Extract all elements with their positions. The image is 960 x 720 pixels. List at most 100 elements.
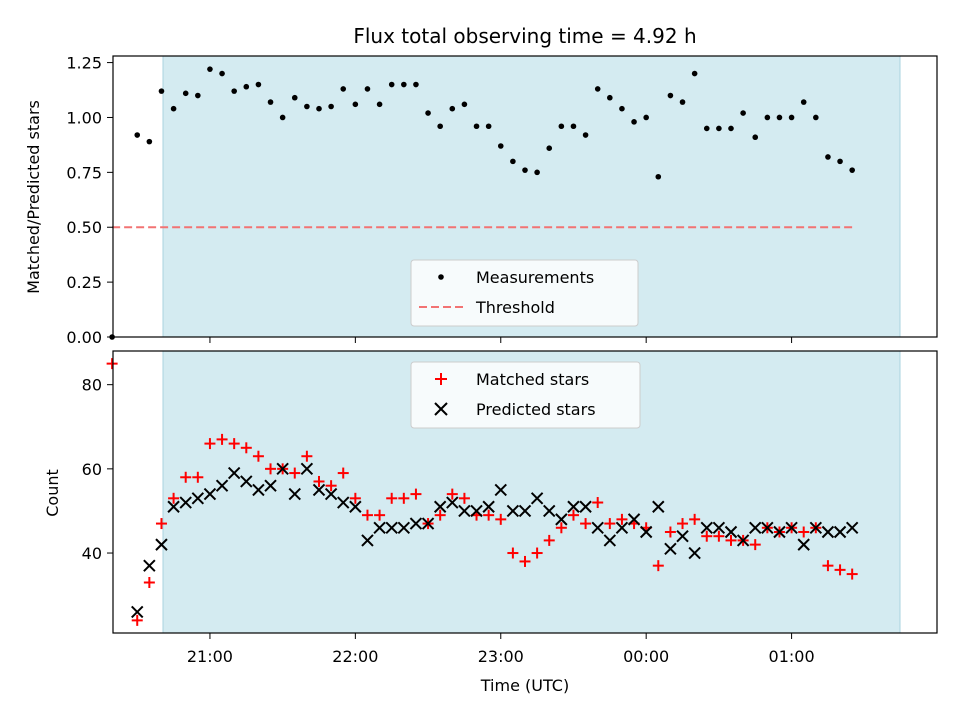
predicted-star-point bbox=[240, 475, 253, 488]
bottom-y-tick-label: 60 bbox=[82, 460, 102, 479]
legend-measurements-label: Measurements bbox=[476, 268, 594, 287]
measurement-point bbox=[485, 123, 492, 130]
predicted-star-point bbox=[627, 513, 641, 526]
predicted-star-point bbox=[639, 525, 653, 539]
predicted-star-point bbox=[288, 487, 301, 501]
predicted-star-point bbox=[567, 500, 580, 513]
predicted-star-point bbox=[785, 521, 798, 534]
predicted-star-point bbox=[809, 521, 823, 534]
matched-star-point bbox=[664, 526, 676, 538]
matched-star-point bbox=[495, 513, 507, 525]
predicted-x-b bbox=[761, 521, 774, 534]
measurement-point bbox=[219, 70, 225, 77]
predicted-star-point bbox=[543, 504, 556, 518]
measurement-point bbox=[291, 94, 298, 101]
predicted-star-point bbox=[676, 529, 689, 543]
matched-star-point bbox=[106, 358, 118, 370]
bottom-y-axis-label: Count bbox=[43, 469, 62, 517]
measurement-point bbox=[413, 81, 419, 88]
top-x-ticks bbox=[209, 337, 793, 343]
predicted-star-point bbox=[833, 525, 847, 539]
predicted-x-b bbox=[215, 479, 229, 492]
measurement-point bbox=[158, 88, 165, 94]
predicted-x-b bbox=[724, 525, 738, 539]
predicted-x-b bbox=[555, 513, 568, 526]
predicted-x-b bbox=[433, 500, 447, 513]
measurement-point bbox=[570, 123, 577, 130]
matched-star-point bbox=[543, 534, 555, 546]
matched-star-point bbox=[155, 518, 167, 530]
predicted-star-point bbox=[579, 500, 592, 513]
predicted-x-b bbox=[361, 534, 374, 547]
measurement-point bbox=[849, 167, 855, 173]
x-tick-label: 22:00 bbox=[332, 647, 378, 666]
matched-star-point bbox=[325, 480, 337, 492]
matched-star-point bbox=[701, 530, 713, 542]
measurement-point bbox=[182, 90, 189, 97]
top-y-tick-label: 0.75 bbox=[66, 163, 102, 182]
matched-star-point bbox=[434, 509, 446, 521]
predicted-star-point bbox=[397, 521, 411, 534]
predicted-x-b bbox=[373, 521, 386, 534]
measurement-point bbox=[328, 103, 334, 110]
matched-star-point bbox=[240, 442, 252, 454]
matched-star-point bbox=[580, 518, 592, 530]
predicted-x-b bbox=[652, 500, 665, 513]
measurement-point bbox=[352, 101, 359, 108]
bottom-y-axis: 40 60 80 bbox=[82, 376, 113, 563]
measurement-point bbox=[134, 132, 141, 138]
predicted-star-point bbox=[155, 538, 168, 551]
matched-star-point bbox=[289, 467, 301, 479]
predicted-star-point bbox=[300, 462, 314, 476]
bottom-panel: 40 60 80 21:00 22:00 23:00 00:00 01:00 Count T… bbox=[43, 350, 938, 695]
predicted-star-point bbox=[252, 483, 265, 497]
predicted-star-point bbox=[131, 605, 144, 619]
predicted-x-b bbox=[494, 483, 507, 497]
measurement-point bbox=[558, 123, 565, 130]
measurement-point bbox=[437, 123, 443, 130]
x-tick-label: 23:00 bbox=[478, 647, 524, 666]
predicted-star-point bbox=[276, 462, 289, 476]
predicted-x-b bbox=[240, 475, 253, 488]
measurement-point bbox=[813, 114, 819, 121]
matched-star-point bbox=[846, 568, 858, 580]
predicted-star-point bbox=[203, 487, 217, 501]
matched-star-point bbox=[265, 463, 277, 475]
matched-star-point bbox=[301, 450, 313, 462]
predicted-x-b bbox=[809, 521, 823, 534]
predicted-x-b bbox=[167, 500, 180, 513]
top-y-tick-label: 1.00 bbox=[66, 108, 102, 127]
predicted-x-b bbox=[227, 466, 241, 480]
predicted-star-point bbox=[227, 466, 241, 480]
predicted-x-b bbox=[482, 500, 495, 513]
matched-star-point bbox=[567, 509, 579, 521]
bottom-y-tick-label: 80 bbox=[82, 376, 102, 395]
predicted-star-point bbox=[324, 487, 338, 501]
matched-star-point bbox=[216, 433, 228, 445]
predicted-x-b bbox=[712, 521, 726, 534]
matched-star-point bbox=[616, 513, 628, 525]
measurement-point bbox=[146, 138, 153, 145]
matched-star-point bbox=[725, 534, 737, 546]
predicted-star-point bbox=[688, 546, 701, 560]
measurement-point bbox=[582, 132, 589, 138]
measurement-point bbox=[449, 105, 456, 112]
predicted-x-b bbox=[749, 521, 762, 534]
legend-predicted-marker bbox=[434, 402, 448, 416]
predicted-star-point bbox=[591, 521, 604, 534]
measurement-point bbox=[703, 125, 710, 132]
predicted-star-point bbox=[821, 525, 835, 539]
predicted-x-b bbox=[470, 504, 483, 518]
matched-star-point bbox=[361, 509, 373, 521]
measurement-point bbox=[401, 81, 407, 88]
predicted-star-point bbox=[385, 521, 398, 534]
measurement-point bbox=[546, 145, 553, 152]
predicted-x-b bbox=[421, 517, 435, 530]
measurement-point bbox=[667, 92, 674, 99]
measurement-point bbox=[655, 173, 662, 180]
measurement-point bbox=[340, 86, 347, 92]
predicted-star-point bbox=[712, 521, 726, 534]
matched-star-point bbox=[483, 509, 495, 521]
matched-star-point bbox=[749, 539, 761, 551]
